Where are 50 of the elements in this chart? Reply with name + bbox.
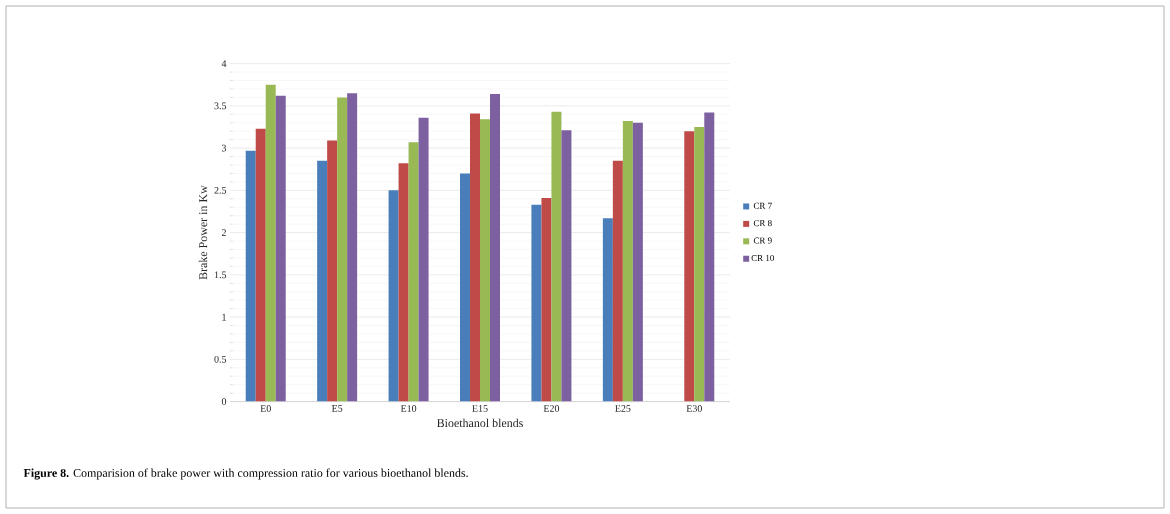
bar [531,204,542,402]
bar [622,121,633,402]
y-axis-title: Brake Power in Kw [198,185,208,280]
y-tick-label: 1.5 [214,271,227,279]
bar [480,119,490,402]
text: Figure 8. Comparision of brake power with compression ratio for various bioethanol blends. [23,468,468,480]
bar [551,111,562,402]
x-tick-label: E15 [472,405,488,412]
bar [265,84,276,402]
y-tick-label: 3 [221,144,227,152]
x-tick-label: E5 [331,405,343,412]
y-tick-label: 3.5 [214,102,227,110]
y-tick-label: 2 [221,229,226,236]
y-tick-label: 1 [222,313,226,321]
bar [684,131,695,402]
bar [347,93,358,402]
bar [327,140,338,402]
bar [337,97,348,402]
x-tick-label: E30 [686,405,702,412]
y-tick-label: 0.5 [214,355,227,363]
bar [561,130,572,402]
x-tick-label: E25 [615,405,631,412]
bar [632,122,643,402]
bar [541,197,552,402]
bar [398,163,409,402]
bar [388,190,399,402]
bar [255,128,266,402]
y-tick-label: 4 [221,60,227,67]
y-tick-label: 0 [221,398,227,405]
legend-label: CR 9 [753,237,772,244]
bar [408,142,419,402]
bar [418,117,429,402]
x-axis-title: Bioethanol blends [437,418,523,428]
x-tick-label: E10 [400,405,417,412]
bar [317,160,328,402]
bar [612,160,623,402]
y-tick-label: 2.5 [214,186,227,194]
x-tick-label: E0 [260,405,271,412]
bar [490,94,500,402]
bar [704,112,715,402]
bar [470,113,480,402]
legend-label: CR 10 [751,255,774,262]
legend-label: CR 7 [753,202,772,209]
bar [694,126,705,402]
bar [460,173,470,402]
x-tick-label: E20 [543,405,560,412]
bar [275,95,286,402]
bar [602,218,613,402]
legend-label: CR 8 [753,220,772,227]
bar [245,150,256,402]
